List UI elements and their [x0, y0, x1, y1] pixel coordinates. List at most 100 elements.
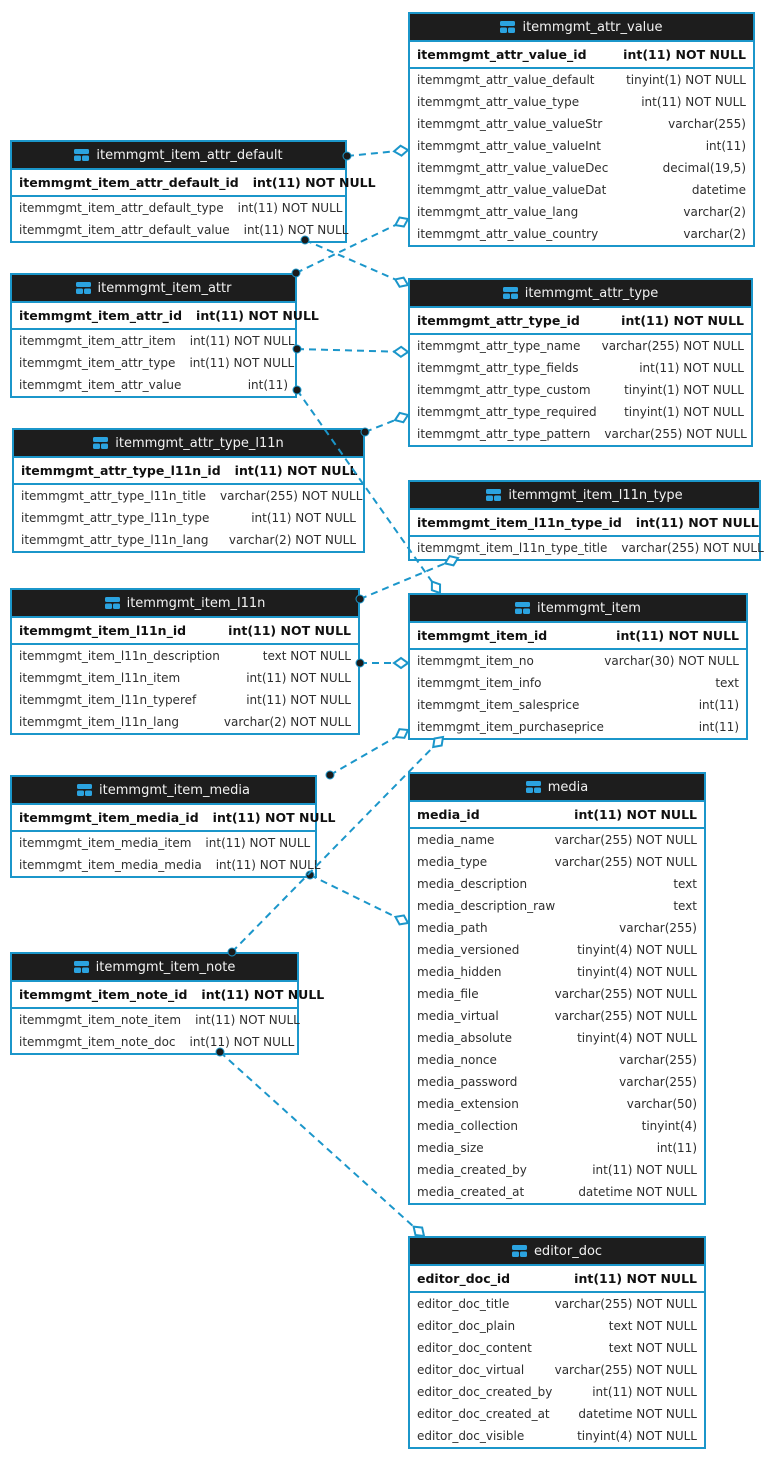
column-type: varchar(255) NOT NULL — [554, 1009, 697, 1023]
table-itemmgmt_item[interactable]: itemmgmt_item itemmgmt_item_id int(11) NOT… — [408, 593, 748, 740]
column-type: varchar(255) NOT NULL — [601, 339, 744, 353]
column-type: tinyint(4) NOT NULL — [577, 1031, 697, 1045]
table-title: itemmgmt_item_media — [99, 782, 250, 798]
table-header[interactable]: itemmgmt_item_attr — [12, 275, 295, 303]
column-name: itemmgmt_item_salesprice — [417, 698, 580, 712]
column-name: itemmgmt_attr_type_id — [417, 313, 580, 328]
column-type: int(11) NOT NULL — [592, 1163, 697, 1177]
column-type: varchar(255) NOT NULL — [220, 489, 363, 503]
column-name: itemmgmt_attr_type_l11n_id — [21, 463, 221, 478]
column-name: itemmgmt_attr_type_l11n_title — [21, 489, 206, 503]
column-type: int(11) NOT NULL — [616, 628, 739, 643]
column-type: text — [715, 676, 739, 690]
table-grid-icon — [486, 489, 502, 501]
column-row: media_name varchar(255) NOT NULL — [410, 829, 704, 851]
column-name: itemmgmt_item_attr_default_type — [19, 201, 224, 215]
column-row: itemmgmt_attr_value_valueInt int(11) — [410, 135, 753, 157]
table-header[interactable]: itemmgmt_item_l11n_type — [410, 482, 759, 510]
column-type: int(11) NOT NULL — [251, 511, 356, 525]
column-type: varchar(2) — [683, 205, 746, 219]
table-itemmgmt_attr_value[interactable]: itemmgmt_attr_value itemmgmt_attr_value_i… — [408, 12, 755, 247]
column-name: editor_doc_virtual — [417, 1363, 525, 1377]
relationship-itemmgmt_attr_type_l11n.type-to-itemmgmt_attr_type — [360, 411, 410, 437]
column-type: decimal(19,5) — [662, 161, 746, 175]
column-row: editor_doc_created_by int(11) NOT NULL — [410, 1381, 704, 1403]
column-type: text — [673, 899, 697, 913]
column-type: int(11) — [247, 378, 288, 392]
column-type: int(11) NOT NULL — [246, 671, 351, 685]
column-name: media_hidden — [417, 965, 502, 979]
table-itemmgmt_attr_type_l11n[interactable]: itemmgmt_attr_type_l11n itemmgmt_attr_typ… — [12, 428, 365, 553]
column-type: int(11) NOT NULL — [189, 1035, 295, 1049]
column-row: media_type varchar(255) NOT NULL — [410, 851, 704, 873]
column-type: text NOT NULL — [608, 1341, 697, 1355]
column-row: itemmgmt_item_l11n_description text NOT N… — [12, 645, 358, 667]
table-header[interactable]: editor_doc — [410, 1238, 704, 1266]
column-row: itemmgmt_item_purchaseprice int(11) — [410, 716, 746, 738]
column-row: itemmgmt_item_media_item int(11) NOT NULL — [12, 832, 315, 854]
table-editor_doc[interactable]: editor_doc editor_doc_id int(11) NOT NULL e… — [408, 1236, 706, 1449]
column-name: media_versioned — [417, 943, 520, 957]
connector-diamond-icon — [392, 144, 410, 157]
column-row: media_created_by int(11) NOT NULL — [410, 1159, 704, 1181]
table-header[interactable]: itemmgmt_item_attr_default — [12, 142, 345, 170]
column-row: itemmgmt_attr_type_l11n_type int(11) NOT … — [14, 507, 363, 529]
column-row: itemmgmt_attr_value_lang varchar(2) — [410, 201, 753, 223]
column-type: int(11) — [705, 139, 746, 153]
table-itemmgmt_item_l11n[interactable]: itemmgmt_item_l11n itemmgmt_item_l11n_id i… — [10, 588, 360, 735]
column-type: varchar(255) NOT NULL — [554, 987, 697, 1001]
column-name: media_created_by — [417, 1163, 527, 1177]
column-row: editor_doc_content text NOT NULL — [410, 1337, 704, 1359]
column-type: int(11) NOT NULL — [189, 356, 295, 370]
table-header[interactable]: itemmgmt_item — [410, 595, 746, 623]
column-type: int(11) NOT NULL — [635, 515, 759, 530]
table-header[interactable]: media — [410, 774, 704, 802]
table-title: itemmgmt_item_attr_default — [96, 147, 283, 163]
column-row: media_nonce varchar(255) — [410, 1049, 704, 1071]
relationship-itemmgmt_item_attr_default.value-to-itemmgmt_attr_value — [342, 144, 410, 161]
table-media[interactable]: media media_id int(11) NOT NULL media_name v… — [408, 772, 706, 1205]
column-name: itemmgmt_item_attr_value — [19, 378, 182, 392]
column-row: itemmgmt_attr_type_l11n_title varchar(255… — [14, 485, 363, 507]
primary-key-row: itemmgmt_item_id int(11) NOT NULL — [410, 623, 746, 650]
column-type: varchar(255) NOT NULL — [554, 1363, 697, 1377]
column-type: varchar(255) NOT NULL — [554, 1297, 697, 1311]
column-row: media_hidden tinyint(4) NOT NULL — [410, 961, 704, 983]
table-header[interactable]: itemmgmt_item_note — [12, 954, 297, 982]
column-name: itemmgmt_attr_type_name — [417, 339, 581, 353]
column-type: datetime NOT NULL — [578, 1185, 697, 1199]
column-row: editor_doc_visible tinyint(4) NOT NULL — [410, 1425, 704, 1447]
table-header[interactable]: itemmgmt_item_media — [12, 777, 315, 805]
relationship-line — [364, 419, 396, 433]
relationship-line — [219, 1051, 415, 1228]
column-row: itemmgmt_item_attr_default_value int(11) … — [12, 219, 348, 241]
column-row: editor_doc_plain text NOT NULL — [410, 1315, 704, 1337]
column-type: varchar(2) NOT NULL — [228, 533, 356, 547]
column-row: media_description_raw text — [410, 895, 704, 917]
column-row: itemmgmt_attr_type_custom tinyint(1) NOT … — [410, 379, 751, 401]
column-name: editor_doc_title — [417, 1297, 510, 1311]
table-itemmgmt_item_l11n_type[interactable]: itemmgmt_item_l11n_type itemmgmt_item_l11… — [408, 480, 764, 561]
column-name: editor_doc_visible — [417, 1429, 525, 1443]
table-itemmgmt_item_attr[interactable]: itemmgmt_item_attr itemmgmt_item_attr_id i… — [10, 273, 319, 398]
column-row: itemmgmt_item_note_doc int(11) NOT NULL — [12, 1031, 297, 1053]
column-type: varchar(50) — [626, 1097, 697, 1111]
column-name: itemmgmt_attr_type_required — [417, 405, 597, 419]
table-header[interactable]: itemmgmt_item_l11n — [12, 590, 358, 618]
column-row: itemmgmt_item_no varchar(30) NOT NULL — [410, 650, 746, 672]
column-row: media_extension varchar(50) — [410, 1093, 704, 1115]
column-type: int(11) NOT NULL — [592, 1385, 697, 1399]
table-header[interactable]: itemmgmt_attr_value — [410, 14, 753, 42]
column-row: itemmgmt_attr_value_valueDat datetime — [410, 179, 753, 201]
column-name: media_virtual — [417, 1009, 499, 1023]
table-itemmgmt_item_note[interactable]: itemmgmt_item_note itemmgmt_item_note_id i… — [10, 952, 324, 1055]
column-type: int(11) NOT NULL — [215, 858, 321, 872]
table-header[interactable]: itemmgmt_attr_type_l11n — [14, 430, 363, 458]
table-itemmgmt_item_attr_default[interactable]: itemmgmt_item_attr_default itemmgmt_item_… — [10, 140, 376, 243]
table-grid-icon — [104, 597, 120, 609]
table-header[interactable]: itemmgmt_attr_type — [410, 280, 751, 308]
column-name: itemmgmt_attr_value_type — [417, 95, 580, 109]
table-itemmgmt_item_media[interactable]: itemmgmt_item_media itemmgmt_item_media_i… — [10, 775, 336, 878]
column-type: tinyint(4) NOT NULL — [577, 1429, 697, 1443]
